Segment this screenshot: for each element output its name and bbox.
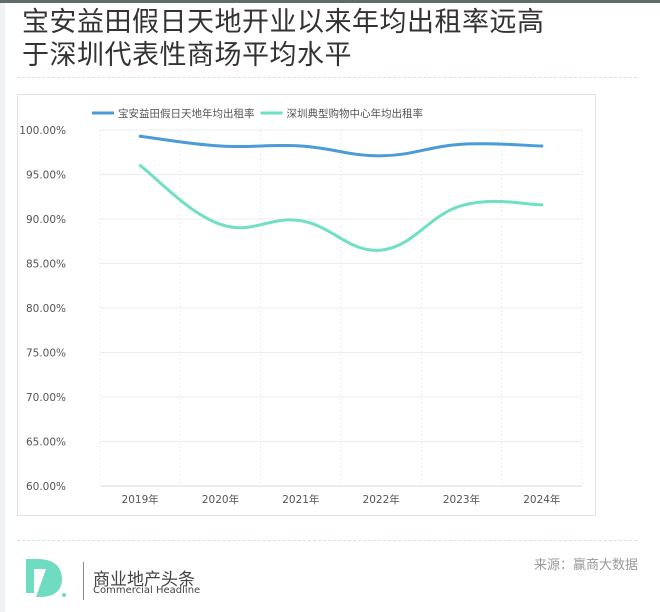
brand-name-cn: 商业地产头条 [93,570,195,590]
y-tick-label: 85.00% [26,259,66,271]
y-tick-label: 95.00% [26,170,66,182]
brand-logo-icon [26,559,66,597]
left-edge [0,3,5,612]
x-tick-label: 2023年 [443,493,480,506]
logo-separator [83,562,84,600]
data-source: 来源：赢商大数据 [533,558,638,573]
chart-title: 宝安益田假日天地开业以来年均出租率远高 于深圳代表性商场平均水平 [22,6,642,72]
chart-frame: 60.00% 65.00% 70.00% 75.00% 80.00% 85.00% 90.0… [17,94,596,516]
y-tick-label: 60.00% [26,481,66,493]
y-tick-label: 65.00% [26,437,66,449]
top-border [0,0,660,3]
brand-name-en: Commercial Headline [93,585,201,596]
title-divider [17,77,637,78]
legend-label: 深圳典型购物中心年均出租率 [287,107,424,120]
x-tick-label: 2024年 [523,493,560,506]
legend-label: 宝安益田假日天地年均出租率 [118,107,255,120]
x-tick-label: 2022年 [363,493,400,506]
y-tick-label: 100.00% [19,125,66,137]
y-tick-label: 75.00% [26,348,66,360]
footer-divider [17,540,637,541]
line-chart: 60.00% 65.00% 70.00% 75.00% 80.00% 85.00% 90.0… [19,107,583,506]
series-line-0 [138,134,544,158]
series-line-1 [138,164,544,252]
title-line-1: 宝安益田假日天地开业以来年均出租率远高 [22,7,545,38]
y-tick-label: 90.00% [26,214,66,226]
x-tick-label: 2020年 [202,493,239,506]
y-tick-label: 80.00% [26,303,66,315]
x-tick-label: 2019年 [122,493,159,506]
title-line-2: 于深圳代表性商场平均水平 [22,40,352,71]
y-tick-label: 70.00% [26,392,66,404]
x-tick-label: 2021年 [282,493,319,506]
